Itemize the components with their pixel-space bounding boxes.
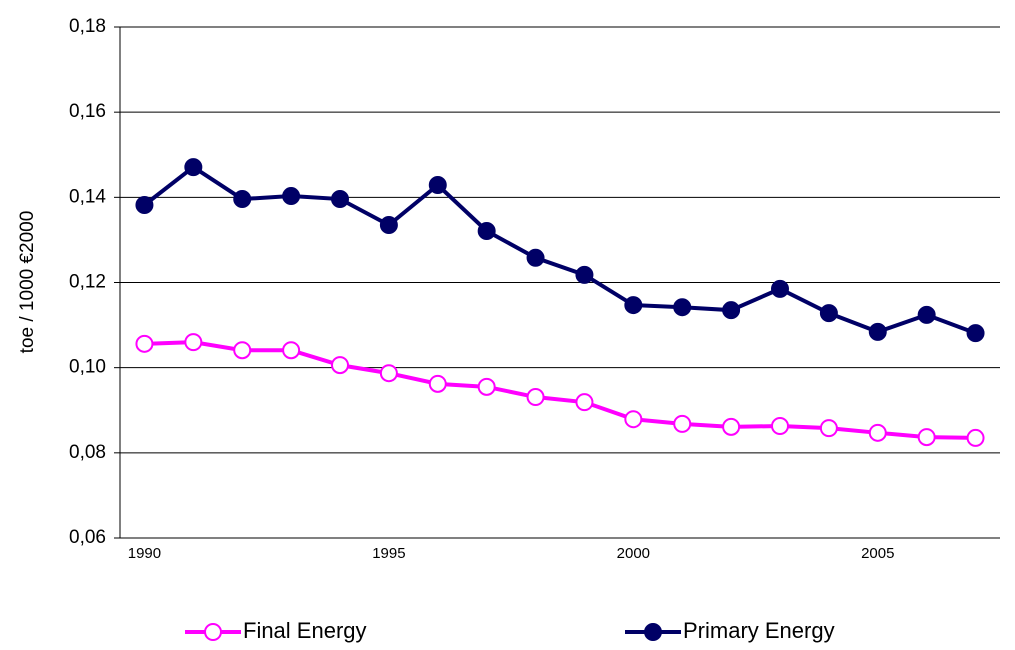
y-tick-label: 0,18 bbox=[69, 16, 106, 37]
x-tick-label: 1995 bbox=[372, 545, 405, 562]
x-tick-label: 2005 bbox=[861, 545, 894, 562]
data-point bbox=[477, 221, 496, 240]
y-tick-label: 0,06 bbox=[69, 527, 106, 548]
data-point bbox=[526, 388, 545, 407]
data-point bbox=[477, 377, 496, 396]
data-point bbox=[771, 279, 789, 298]
data-point bbox=[526, 248, 545, 267]
y-tick-label: 0,14 bbox=[69, 186, 106, 207]
data-point bbox=[819, 419, 838, 438]
series-line bbox=[143, 164, 977, 336]
y-tick-label: 0,10 bbox=[69, 357, 106, 378]
y-tick-label: 0,16 bbox=[69, 101, 106, 122]
data-point bbox=[624, 296, 643, 315]
data-point bbox=[917, 428, 936, 447]
data-point bbox=[135, 195, 154, 214]
data-point bbox=[428, 374, 447, 393]
series-line bbox=[144, 340, 976, 440]
data-point bbox=[379, 364, 398, 383]
data-point bbox=[966, 428, 985, 447]
x-tick-label: 2000 bbox=[617, 545, 650, 562]
legend-marker bbox=[644, 623, 662, 641]
y-axis-label: toe / 1000 €2000 bbox=[17, 211, 38, 354]
data-point bbox=[331, 190, 349, 209]
data-point bbox=[184, 333, 203, 352]
data-point bbox=[819, 304, 838, 323]
data-point bbox=[722, 301, 741, 320]
data-point bbox=[282, 341, 301, 360]
data-point bbox=[282, 187, 301, 206]
data-point bbox=[233, 190, 252, 209]
legend-label: Primary Energy bbox=[683, 618, 835, 643]
data-point bbox=[868, 423, 887, 442]
legend-marker bbox=[204, 623, 222, 641]
data-point bbox=[379, 216, 398, 235]
data-point bbox=[331, 356, 349, 375]
y-tick-label: 0,08 bbox=[69, 442, 106, 463]
data-point bbox=[575, 265, 594, 284]
x-tick-label: 1990 bbox=[128, 545, 161, 562]
data-point bbox=[575, 393, 594, 412]
data-point bbox=[966, 324, 985, 343]
data-point bbox=[771, 417, 789, 436]
legend-label: Final Energy bbox=[243, 618, 367, 643]
data-point bbox=[135, 334, 154, 353]
data-point bbox=[673, 298, 692, 317]
data-point bbox=[233, 341, 252, 360]
y-tick-label: 0,12 bbox=[69, 272, 106, 293]
data-point bbox=[184, 158, 203, 177]
data-point bbox=[722, 417, 741, 436]
data-point bbox=[868, 322, 887, 341]
data-point bbox=[917, 305, 936, 324]
data-point bbox=[624, 410, 643, 429]
data-point bbox=[428, 175, 447, 194]
data-point bbox=[673, 414, 692, 433]
